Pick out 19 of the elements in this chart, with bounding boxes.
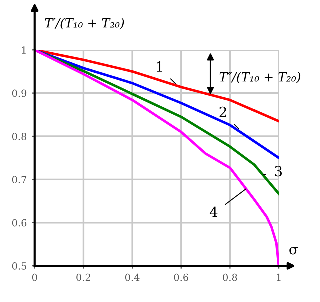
annotation: T″/(T₁₀ + T₂₀)	[220, 72, 301, 84]
y-tick-label: 0.9	[12, 90, 27, 98]
x-axis-title: σ	[290, 247, 298, 255]
x-tick-label: 0.2	[76, 274, 90, 282]
x-tick-label: 1	[277, 274, 281, 282]
annotation: 3	[275, 166, 282, 177]
x-tick-label: 0.4	[125, 274, 140, 282]
y-tick-label: 0.5	[12, 262, 26, 270]
y-tick-label: 1	[22, 46, 26, 54]
annotation: 4	[210, 206, 218, 218]
annotation: 2	[220, 106, 226, 118]
y-tick-label: 0.7	[12, 176, 27, 184]
x-tick-label: 0.8	[223, 274, 238, 282]
x-tick-label: 0.6	[174, 274, 188, 282]
annotation: 1	[157, 62, 162, 72]
y-axis-title: T′/(T₁₀ + T₂₀)	[45, 18, 124, 30]
y-tick-label: 0.6	[12, 219, 27, 227]
x-tick-label: 0	[32, 274, 38, 282]
y-tick-label: 0.8	[12, 132, 27, 140]
